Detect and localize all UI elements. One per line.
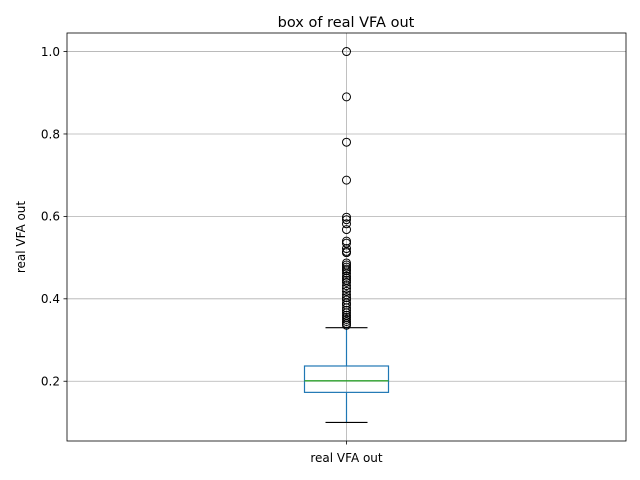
outlier-point [342, 175, 351, 185]
y-axis-label: real VFA out [14, 201, 28, 274]
outlier-point [342, 219, 351, 229]
outlier-point [342, 212, 351, 222]
y-tick-label: 0.4 [41, 292, 60, 306]
outlier-point [342, 266, 351, 276]
outlier-point [342, 284, 351, 294]
outlier-point [342, 225, 351, 235]
outlier-point [342, 47, 351, 57]
outlier-point [342, 215, 351, 225]
outlier-point [342, 305, 351, 315]
outlier-point [342, 244, 351, 254]
outlier-point [342, 281, 351, 291]
chart-title: box of real VFA out [278, 15, 415, 31]
y-tick-label: 0.8 [41, 127, 60, 141]
y-tick-label: 0.2 [41, 375, 60, 389]
y-tick-label: 0.6 [41, 210, 60, 224]
outlier-point [342, 248, 351, 258]
x-axis-ticks: real VFA out [310, 441, 383, 465]
outlier-point [342, 303, 351, 313]
outlier-point [342, 308, 351, 318]
outlier-point [342, 268, 351, 278]
outlier-point [342, 293, 351, 303]
x-tick-label: real VFA out [310, 451, 383, 465]
outlier-point [342, 286, 351, 296]
y-tick-label: 1.0 [41, 45, 60, 59]
iqr-box [303, 365, 390, 393]
outlier-layer [342, 47, 351, 330]
outlier-point [342, 320, 351, 330]
outlier-point [342, 92, 351, 102]
outlier-point [342, 277, 351, 287]
outlier-point [342, 137, 351, 147]
y-axis-ticks: 0.2 0.4 0.6 0.8 1.0 [41, 45, 67, 389]
